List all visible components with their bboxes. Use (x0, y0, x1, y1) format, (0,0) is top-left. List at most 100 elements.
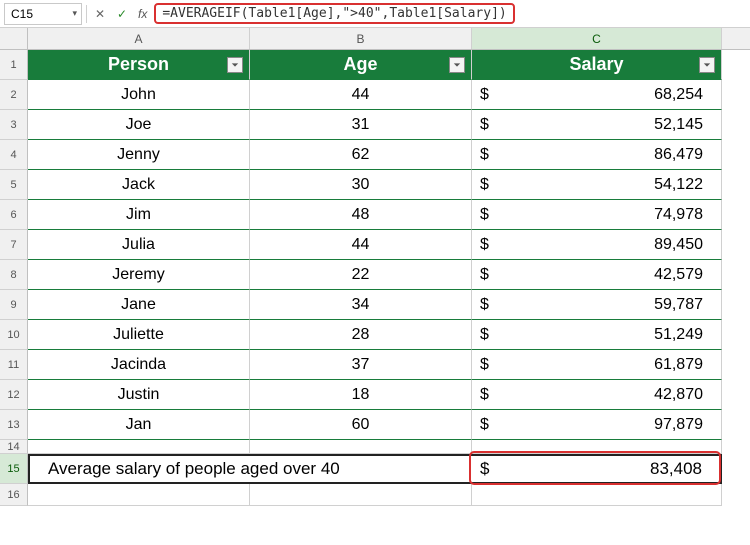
cell[interactable] (250, 484, 472, 506)
row-header[interactable]: 10 (0, 320, 28, 350)
row-header[interactable]: 16 (0, 484, 28, 506)
cell-salary[interactable]: $97,879 (472, 410, 722, 440)
table-header-row: 1 Person Age Salary (0, 50, 750, 80)
header-age-label: Age (343, 54, 377, 75)
table-row: 13Jan60$97,879 (0, 410, 750, 440)
cell-salary[interactable]: $61,879 (472, 350, 722, 380)
table-row: 6Jim48$74,978 (0, 200, 750, 230)
cell-person[interactable]: Joe (28, 110, 250, 140)
table-row: 7Julia44$89,450 (0, 230, 750, 260)
cell-person[interactable]: Jenny (28, 140, 250, 170)
column-headers: A B C (0, 28, 750, 50)
summary-row: 15 Average salary of people aged over 40… (0, 454, 750, 484)
cell-person[interactable]: John (28, 80, 250, 110)
cell[interactable] (472, 484, 722, 506)
table-row: 8Jeremy22$42,579 (0, 260, 750, 290)
row-header[interactable]: 11 (0, 350, 28, 380)
cell-age[interactable]: 44 (250, 230, 472, 260)
row-header[interactable]: 5 (0, 170, 28, 200)
cell[interactable] (250, 440, 472, 454)
header-age[interactable]: Age (250, 50, 472, 80)
header-person[interactable]: Person (28, 50, 250, 80)
cell-person[interactable]: Jim (28, 200, 250, 230)
filter-dropdown-icon[interactable] (449, 57, 465, 73)
row-header[interactable]: 2 (0, 80, 28, 110)
cell-age[interactable]: 28 (250, 320, 472, 350)
cell-age[interactable]: 18 (250, 380, 472, 410)
currency-symbol: $ (480, 176, 489, 194)
row-header[interactable]: 7 (0, 230, 28, 260)
cell-age[interactable]: 44 (250, 80, 472, 110)
cell-salary[interactable]: $68,254 (472, 80, 722, 110)
currency-symbol: $ (480, 266, 489, 284)
row-header[interactable]: 15 (0, 454, 28, 484)
accept-formula-icon[interactable]: ✓ (113, 4, 131, 24)
cell-salary[interactable]: $52,145 (472, 110, 722, 140)
filter-dropdown-icon[interactable] (699, 57, 715, 73)
currency-symbol: $ (480, 326, 489, 344)
formula-text: =AVERAGEIF(Table1[Age],">40",Table1[Sala… (162, 6, 506, 21)
cell-person[interactable]: Jacinda (28, 350, 250, 380)
cell-salary[interactable]: $42,579 (472, 260, 722, 290)
cell[interactable] (28, 440, 250, 454)
row-header[interactable]: 3 (0, 110, 28, 140)
cell-salary[interactable]: $59,787 (472, 290, 722, 320)
table-row: 3Joe31$52,145 (0, 110, 750, 140)
salary-value: 61,879 (654, 356, 703, 374)
cell-person[interactable]: Juliette (28, 320, 250, 350)
cell-age[interactable]: 30 (250, 170, 472, 200)
cell[interactable] (28, 484, 250, 506)
currency-symbol: $ (480, 296, 489, 314)
row-header[interactable]: 6 (0, 200, 28, 230)
data-rows: 2John44$68,2543Joe31$52,1454Jenny62$86,4… (0, 80, 750, 440)
currency-symbol: $ (480, 146, 489, 164)
summary-value-cell[interactable]: $ 83,408 (472, 454, 722, 484)
currency-symbol: $ (480, 416, 489, 434)
cell-age[interactable]: 31 (250, 110, 472, 140)
cell-person[interactable]: Jack (28, 170, 250, 200)
currency-symbol: $ (480, 86, 489, 104)
cell-salary[interactable]: $86,479 (472, 140, 722, 170)
table-row: 16 (0, 484, 750, 506)
fx-icon[interactable]: fx (135, 7, 150, 21)
row-header[interactable]: 8 (0, 260, 28, 290)
row-header[interactable]: 1 (0, 50, 28, 80)
salary-value: 59,787 (654, 296, 703, 314)
cell-person[interactable]: Justin (28, 380, 250, 410)
column-header-b[interactable]: B (250, 28, 472, 49)
cell-salary[interactable]: $74,978 (472, 200, 722, 230)
chevron-down-icon: ▾ (72, 8, 77, 19)
row-header[interactable]: 12 (0, 380, 28, 410)
cell-salary[interactable]: $89,450 (472, 230, 722, 260)
header-salary[interactable]: Salary (472, 50, 722, 80)
cell-age[interactable]: 22 (250, 260, 472, 290)
column-header-a[interactable]: A (28, 28, 250, 49)
cell-person[interactable]: Jane (28, 290, 250, 320)
cell-person[interactable]: Jan (28, 410, 250, 440)
cell-age[interactable]: 62 (250, 140, 472, 170)
cell-age[interactable]: 48 (250, 200, 472, 230)
cell-person[interactable]: Julia (28, 230, 250, 260)
cell-age[interactable]: 60 (250, 410, 472, 440)
cell-salary[interactable]: $42,870 (472, 380, 722, 410)
row-header[interactable]: 9 (0, 290, 28, 320)
column-header-c[interactable]: C (472, 28, 722, 49)
cell-person[interactable]: Jeremy (28, 260, 250, 290)
summary-label-cell[interactable]: Average salary of people aged over 40 (28, 454, 250, 484)
cell-age[interactable]: 37 (250, 350, 472, 380)
salary-value: 51,249 (654, 326, 703, 344)
row-header[interactable]: 13 (0, 410, 28, 440)
select-all-corner[interactable] (0, 28, 28, 49)
cell-salary[interactable]: $51,249 (472, 320, 722, 350)
name-box[interactable]: C15 ▾ (4, 3, 82, 25)
row-header[interactable]: 14 (0, 440, 28, 454)
cell[interactable] (472, 440, 722, 454)
table-row: 14 (0, 440, 750, 454)
formula-input[interactable]: =AVERAGEIF(Table1[Age],">40",Table1[Sala… (154, 3, 514, 24)
table-row: 4Jenny62$86,479 (0, 140, 750, 170)
cancel-formula-icon[interactable]: ✕ (91, 4, 109, 24)
cell-salary[interactable]: $54,122 (472, 170, 722, 200)
row-header[interactable]: 4 (0, 140, 28, 170)
filter-dropdown-icon[interactable] (227, 57, 243, 73)
cell-age[interactable]: 34 (250, 290, 472, 320)
